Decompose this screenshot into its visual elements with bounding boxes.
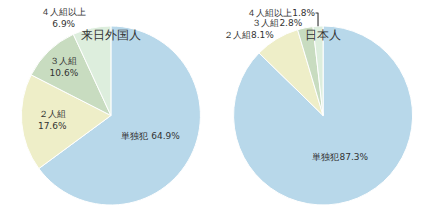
svg-text:単独犯87.3%: 単独犯87.3% (312, 152, 368, 162)
svg-text:３人組2.8%: ３人組2.8% (252, 18, 302, 28)
svg-text:３人組10.6%: ３人組10.6% (50, 56, 79, 78)
svg-text:単独犯 64.9%: 単独犯 64.9% (121, 131, 180, 141)
svg-text:２人組17.6%: ２人組17.6% (38, 109, 67, 131)
svg-text:４人組以上6.9%: ４人組以上6.9% (41, 7, 86, 29)
svg-text:４人組以上1.8%: ４人組以上1.8% (247, 8, 315, 18)
svg-text:来日外国人: 来日外国人 (81, 28, 141, 42)
svg-text:日本人: 日本人 (305, 28, 341, 42)
svg-text:２人組8.1%: ２人組8.1% (224, 30, 274, 40)
